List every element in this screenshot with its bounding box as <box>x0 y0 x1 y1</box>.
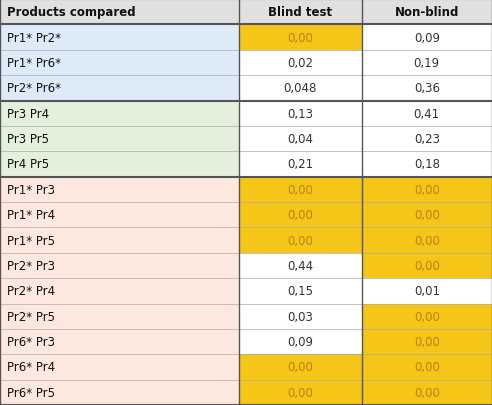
Bar <box>362 0 492 26</box>
Bar <box>362 177 492 202</box>
Text: Pr2* Pr6*: Pr2* Pr6* <box>7 82 62 95</box>
Bar <box>0 26 239 51</box>
Text: Pr1* Pr6*: Pr1* Pr6* <box>7 57 62 70</box>
Bar <box>239 304 362 329</box>
Bar <box>362 76 492 101</box>
Text: 0,00: 0,00 <box>414 259 440 272</box>
Text: 0,00: 0,00 <box>287 183 313 196</box>
Text: Pr6* Pr3: Pr6* Pr3 <box>7 335 56 348</box>
Text: 0,01: 0,01 <box>414 285 440 298</box>
Text: 0,44: 0,44 <box>287 259 313 272</box>
Bar <box>0 279 239 304</box>
Text: 0,00: 0,00 <box>287 209 313 222</box>
Bar <box>0 0 239 26</box>
Bar <box>0 354 239 380</box>
Text: Pr1* Pr5: Pr1* Pr5 <box>7 234 56 247</box>
Bar <box>362 26 492 51</box>
Bar <box>239 177 362 202</box>
Bar <box>0 329 239 354</box>
Text: 0,36: 0,36 <box>414 82 440 95</box>
Text: 0,41: 0,41 <box>414 107 440 120</box>
Bar <box>0 152 239 177</box>
Text: 0,00: 0,00 <box>414 335 440 348</box>
Text: Pr3 Pr5: Pr3 Pr5 <box>7 133 49 146</box>
Text: 0,00: 0,00 <box>414 386 440 399</box>
Bar <box>239 329 362 354</box>
Text: 0,09: 0,09 <box>414 32 440 45</box>
Bar <box>362 152 492 177</box>
Bar <box>362 253 492 279</box>
Bar <box>0 304 239 329</box>
Text: 0,00: 0,00 <box>287 32 313 45</box>
Bar <box>362 380 492 405</box>
Bar <box>0 380 239 405</box>
Bar <box>0 177 239 202</box>
Bar <box>239 354 362 380</box>
Bar <box>0 101 239 126</box>
Text: 0,00: 0,00 <box>414 310 440 323</box>
Text: 0,19: 0,19 <box>414 57 440 70</box>
Text: 0,048: 0,048 <box>283 82 317 95</box>
Bar <box>0 51 239 76</box>
Bar <box>0 126 239 152</box>
Text: 0,00: 0,00 <box>414 360 440 373</box>
Text: Pr2* Pr4: Pr2* Pr4 <box>7 285 56 298</box>
Text: Pr1* Pr3: Pr1* Pr3 <box>7 183 56 196</box>
Bar <box>239 126 362 152</box>
Bar <box>362 228 492 253</box>
Text: 0,15: 0,15 <box>287 285 313 298</box>
Bar <box>239 253 362 279</box>
Bar <box>239 380 362 405</box>
Bar <box>239 279 362 304</box>
Text: Products compared: Products compared <box>7 6 136 19</box>
Bar <box>362 354 492 380</box>
Text: 0,09: 0,09 <box>287 335 313 348</box>
Bar <box>0 76 239 101</box>
Text: 0,00: 0,00 <box>287 386 313 399</box>
Bar <box>362 329 492 354</box>
Text: 0,03: 0,03 <box>287 310 313 323</box>
Bar <box>239 51 362 76</box>
Text: 0,00: 0,00 <box>287 234 313 247</box>
Text: Pr6* Pr5: Pr6* Pr5 <box>7 386 56 399</box>
Bar <box>0 253 239 279</box>
Text: 0,18: 0,18 <box>414 158 440 171</box>
Text: 0,04: 0,04 <box>287 133 313 146</box>
Text: Pr1* Pr4: Pr1* Pr4 <box>7 209 56 222</box>
Bar <box>239 26 362 51</box>
Bar <box>239 76 362 101</box>
Text: 0,02: 0,02 <box>287 57 313 70</box>
Bar <box>239 202 362 228</box>
Text: 0,23: 0,23 <box>414 133 440 146</box>
Bar <box>239 152 362 177</box>
Text: Blind test: Blind test <box>268 6 332 19</box>
Bar <box>362 304 492 329</box>
Bar <box>0 202 239 228</box>
Bar <box>239 0 362 26</box>
Text: Pr2* Pr5: Pr2* Pr5 <box>7 310 56 323</box>
Text: 0,00: 0,00 <box>414 209 440 222</box>
Text: Pr1* Pr2*: Pr1* Pr2* <box>7 32 62 45</box>
Text: Pr4 Pr5: Pr4 Pr5 <box>7 158 50 171</box>
Bar <box>362 126 492 152</box>
Text: Pr3 Pr4: Pr3 Pr4 <box>7 107 50 120</box>
Bar <box>0 228 239 253</box>
Text: Pr2* Pr3: Pr2* Pr3 <box>7 259 56 272</box>
Bar <box>362 51 492 76</box>
Bar <box>362 279 492 304</box>
Bar <box>362 202 492 228</box>
Text: 0,00: 0,00 <box>414 183 440 196</box>
Text: 0,13: 0,13 <box>287 107 313 120</box>
Bar <box>362 101 492 126</box>
Text: 0,00: 0,00 <box>414 234 440 247</box>
Text: Non-blind: Non-blind <box>395 6 459 19</box>
Text: 0,21: 0,21 <box>287 158 313 171</box>
Bar <box>239 101 362 126</box>
Bar <box>239 228 362 253</box>
Text: 0,00: 0,00 <box>287 360 313 373</box>
Text: Pr6* Pr4: Pr6* Pr4 <box>7 360 56 373</box>
